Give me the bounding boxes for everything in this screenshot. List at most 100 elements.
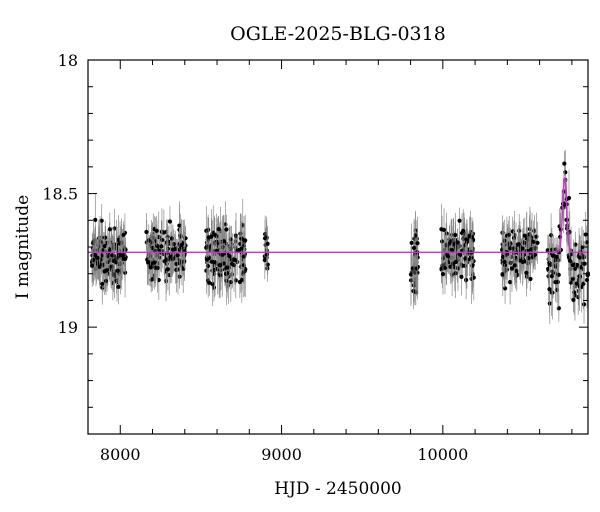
data-point [502,259,507,265]
data-point [524,270,529,275]
data-point [171,242,176,247]
data-point [243,238,248,243]
data-point [547,287,552,292]
data-point [556,272,561,277]
data-point [109,264,114,269]
data-point [218,263,223,268]
data-point [464,277,469,283]
data-point [500,254,506,260]
data-point [461,228,466,233]
data-point [577,255,582,260]
data-point [502,286,508,291]
data-point [239,236,244,241]
data-point [93,217,98,222]
data-point [206,235,211,240]
data-point [205,263,211,269]
data-point [146,238,151,243]
data-point [451,242,456,247]
data-point [239,246,244,251]
data-point [165,267,171,272]
data-point [409,240,414,245]
data-point [455,240,460,245]
data-point [570,276,575,281]
data-point [177,223,182,228]
data-point [573,266,578,271]
data-point [175,253,180,258]
data-point [449,248,455,253]
y-tick-label: 18 [58,51,78,70]
data-point [123,256,128,262]
data-point [150,245,155,250]
data-point [411,245,417,251]
data-point [265,262,270,267]
data-point [151,260,157,265]
data-point [222,261,227,266]
data-point [545,248,550,253]
data-point [154,243,160,248]
data-point [221,239,227,244]
data-point [549,274,554,279]
data-point [507,232,512,237]
data-point [90,263,95,268]
data-point [237,279,242,285]
data-point [207,280,212,285]
y-tick-label: 18.5 [42,185,78,204]
data-point [514,268,519,273]
data-point [528,247,534,252]
x-tick-label: 8000 [100,445,141,464]
data-point [470,263,475,268]
model-curve [88,177,588,254]
data-point [103,268,108,273]
data-point [531,239,536,245]
data-point [512,263,517,268]
data-point [553,280,558,285]
data-point [179,242,184,247]
data-point [509,266,515,271]
data-point [112,226,117,231]
data-point [212,232,217,237]
data-point [556,306,561,311]
data-point [212,268,217,273]
data-point [440,272,446,277]
data-point [555,254,560,260]
data-point [500,272,505,277]
data-point [567,258,573,263]
data-point [233,239,238,244]
data-point [550,253,555,258]
data-point [562,161,567,166]
data-point [111,258,117,264]
data-point [469,235,475,240]
data-point [159,244,164,249]
data-point [122,270,128,275]
data-point [527,232,532,237]
data-point [457,218,462,223]
data-point [570,263,575,268]
data-point [574,262,580,268]
data-point [97,264,102,269]
data-point [148,265,153,270]
y-axis-label: I magnitude [13,195,33,299]
data-point [413,233,418,238]
data-point [516,242,521,247]
data-point [150,277,155,282]
data-point [442,265,448,271]
data-point [204,228,209,233]
data-point [453,232,458,238]
data-point [174,261,180,267]
data-point [520,246,525,251]
data-point [463,256,468,261]
data-point [265,266,270,271]
data-point [91,257,96,263]
data-point [452,265,457,270]
data-point [578,265,583,270]
data-point [99,218,104,223]
data-point [216,227,221,232]
data-point [95,255,100,260]
data-point [100,248,105,253]
data-point [528,276,533,282]
data-point [115,268,120,273]
data-point [264,252,269,257]
data-point [511,235,516,241]
data-point [154,228,159,233]
x-axis-label: HJD - 2450000 [274,479,402,499]
